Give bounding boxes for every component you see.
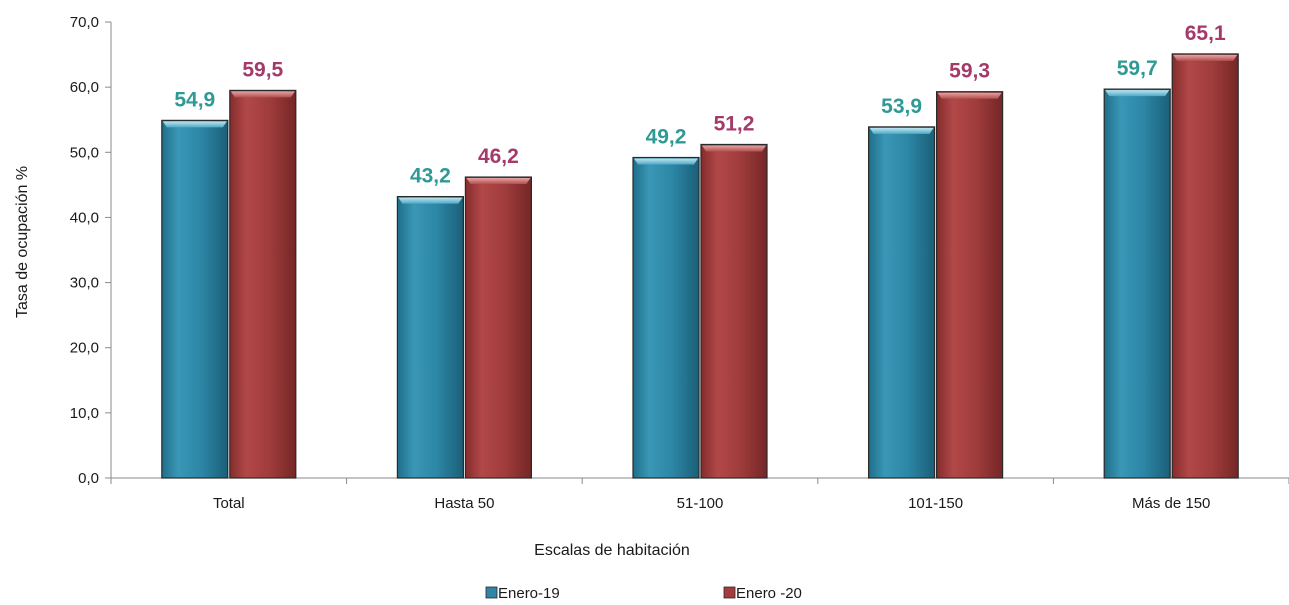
bar <box>935 91 1004 479</box>
legend-item: Enero -20 <box>723 585 802 602</box>
x-tick-label: 51-100 <box>677 495 724 512</box>
x-tick-label: 101-150 <box>908 495 963 512</box>
bar-body <box>1103 88 1171 479</box>
bar-cap <box>398 197 463 204</box>
data-label: 59,5 <box>242 58 283 81</box>
y-axis-title: Tasa de ocupación % <box>14 166 31 318</box>
y-tick-label: 70,0 <box>70 14 99 31</box>
data-labels-group: 54,9 59,5 43,2 46,2 49,2 51,2 53,9 59,3 59,7 65,1 <box>174 22 1226 188</box>
y-tick-label: 10,0 <box>70 405 99 422</box>
y-tick-label: 60,0 <box>70 79 99 96</box>
bar-body <box>1171 53 1239 479</box>
data-label: 59,7 <box>1117 57 1158 80</box>
bar-body <box>935 91 1004 479</box>
bar-cap <box>1173 54 1238 61</box>
data-label: 43,2 <box>410 165 451 188</box>
data-label: 65,1 <box>1185 22 1226 45</box>
x-tick-label: Total <box>213 495 245 512</box>
bar <box>632 156 700 479</box>
x-tick-label: Más de 150 <box>1132 495 1210 512</box>
bar-body <box>632 156 700 479</box>
y-tick-label: 40,0 <box>70 209 99 226</box>
bar-cap <box>162 121 227 128</box>
bar-body <box>229 89 297 479</box>
y-tick-label: 50,0 <box>70 144 99 161</box>
y-tick-label: 30,0 <box>70 275 99 292</box>
y-axis-ticks: 0,0 10,0 20,0 30,0 40,0 50,0 60,0 70,0 <box>70 14 111 487</box>
bar-cap <box>937 92 1002 99</box>
bar-cap <box>466 178 531 185</box>
legend-swatch <box>723 586 736 599</box>
x-axis-ticks: Total Hasta 50 51-100 101-150 Más de 150 <box>110 478 1289 512</box>
bar <box>1103 88 1171 479</box>
data-label: 54,9 <box>174 88 215 111</box>
legend-label: Enero -20 <box>736 585 802 602</box>
bar <box>1171 53 1239 479</box>
bar <box>161 119 229 479</box>
data-label: 46,2 <box>478 145 519 168</box>
bar-cap <box>230 91 295 98</box>
bar <box>229 89 297 479</box>
bar-body <box>464 176 532 479</box>
y-axis: 0,0 10,0 20,0 30,0 40,0 50,0 60,0 70,0 <box>70 14 112 487</box>
bar-body <box>396 195 464 479</box>
bar-body <box>700 143 768 479</box>
bar-series-group <box>161 53 1239 479</box>
bar-cap <box>702 145 766 152</box>
bar <box>396 195 464 479</box>
bar-body <box>161 119 229 479</box>
legend-item: Enero-19 <box>485 585 560 602</box>
y-tick-label: 20,0 <box>70 340 99 357</box>
data-label: 49,2 <box>646 125 687 148</box>
bar <box>700 143 768 479</box>
x-tick-label: Hasta 50 <box>434 495 494 512</box>
bar-body <box>867 126 936 479</box>
bar <box>464 176 532 479</box>
y-tick-label: 0,0 <box>78 470 99 487</box>
data-label: 53,9 <box>881 95 922 118</box>
bar-cap <box>1105 90 1170 97</box>
bar-cap <box>634 158 698 165</box>
bar-cap <box>869 127 934 134</box>
data-label: 59,3 <box>949 60 990 83</box>
bar <box>867 126 936 479</box>
legend-label: Enero-19 <box>498 585 560 602</box>
x-axis-title: Escalas de habitación <box>534 542 690 559</box>
legend: Enero-19 Enero -20 <box>485 585 802 602</box>
x-axis: Total Hasta 50 51-100 101-150 Más de 150 <box>110 477 1289 512</box>
data-label: 51,2 <box>714 112 755 135</box>
legend-swatch <box>485 586 498 599</box>
